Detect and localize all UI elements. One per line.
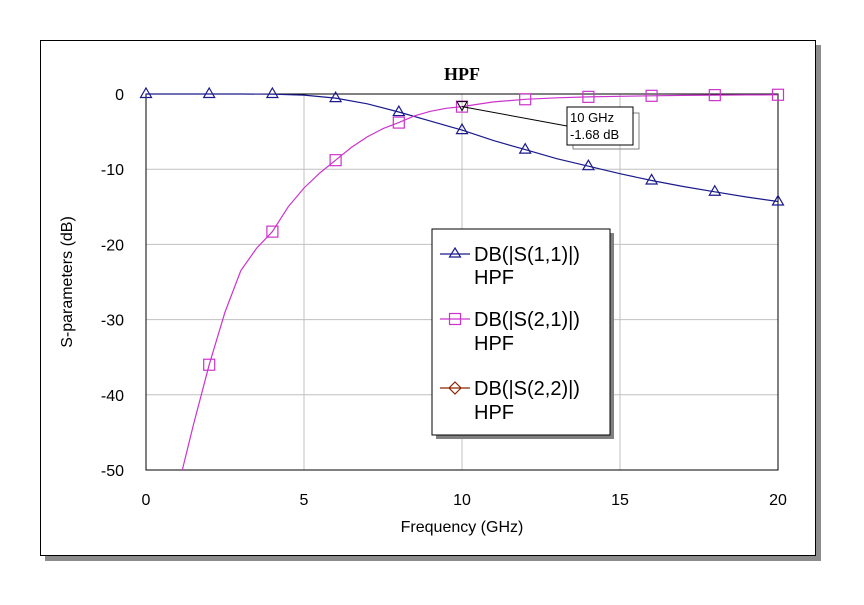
- data-point-s11: [708, 184, 722, 196]
- data-point-s21: [708, 89, 721, 102]
- data-point-s11: [202, 86, 216, 99]
- data-point-s21: [645, 89, 658, 102]
- data-point-s21: [392, 116, 405, 129]
- data-point-s11: [392, 104, 406, 117]
- data-point-s11: [771, 194, 785, 206]
- legend-label-s21: DB(|S(2,1)|): [474, 309, 580, 331]
- y-tick-label: -40: [101, 388, 124, 405]
- diamond-marker-icon: [448, 381, 462, 395]
- legend-label-s11: DB(|S(1,1)|): [474, 244, 580, 266]
- square-marker-icon: [448, 312, 462, 326]
- triangle-marker-icon: [448, 246, 462, 258]
- y-tick-label: -20: [101, 237, 124, 254]
- marker-layer: [139, 86, 785, 371]
- series-line-s21: [181, 94, 779, 471]
- data-point-s21: [266, 225, 279, 238]
- data-point-s21: [519, 93, 532, 106]
- legend-item-s21[interactable]: DB(|S(2,1)|) HPF: [440, 309, 580, 355]
- data-point-s21: [582, 90, 595, 103]
- data-point-s11: [455, 122, 469, 135]
- data-point-s21: [329, 154, 342, 167]
- x-tick-label: 0: [142, 492, 151, 509]
- y-axis-label: S-parameters (dB): [59, 216, 76, 348]
- legend[interactable]: DB(|S(1,1)|) HPF DB(|S(2,1)|) HPF DB(|S(…: [431, 228, 614, 439]
- series-layer: [146, 93, 779, 471]
- data-point-s11: [581, 158, 595, 171]
- series-line-s11: [146, 93, 779, 203]
- legend-item-s11[interactable]: DB(|S(1,1)|) HPF: [440, 244, 580, 289]
- data-point-s11: [645, 173, 659, 185]
- legend-sublabel-s21: HPF: [474, 333, 514, 355]
- x-tick-label: 15: [611, 492, 629, 509]
- annotation-frequency: 10 GHz: [570, 110, 614, 125]
- legend-sublabel-s11: HPF: [474, 267, 514, 289]
- data-point-s11: [329, 90, 343, 103]
- legend-sublabel-s22: HPF: [474, 402, 514, 424]
- data-point-s11: [265, 86, 279, 99]
- x-tick-label: 20: [769, 492, 787, 509]
- x-tick-label: 5: [300, 492, 309, 509]
- y-tick-label: -30: [101, 313, 124, 330]
- annotation-box: [566, 106, 634, 146]
- annotation-pointer-icon: [456, 101, 468, 112]
- chart-title: HPF: [444, 64, 480, 84]
- plot-area: [145, 93, 779, 471]
- data-point-s21: [203, 358, 216, 371]
- legend-label-s22: DB(|S(2,2)|): [474, 378, 580, 400]
- y-tick-label: -10: [101, 162, 124, 179]
- annotation-leader-line: [461, 106, 568, 127]
- x-axis-label: Frequency (GHz): [401, 519, 524, 536]
- data-point-s21: [771, 88, 785, 101]
- legend-item-s22[interactable]: DB(|S(2,2)|) HPF: [440, 378, 580, 424]
- data-point-s11: [139, 86, 153, 99]
- marker-annotation: 10 GHz -1.68 dB: [461, 106, 640, 150]
- data-point-s11: [518, 142, 532, 154]
- y-tick-label: 0: [115, 87, 124, 104]
- y-tick-label: -50: [101, 463, 124, 480]
- legend-box: [431, 228, 611, 436]
- annotation-value: -1.68 dB: [570, 127, 619, 142]
- x-tick-label: 10: [453, 492, 471, 509]
- tick-labels: 0 5 10 15 20 0 -10 -20 -30 -40 -50: [101, 87, 787, 509]
